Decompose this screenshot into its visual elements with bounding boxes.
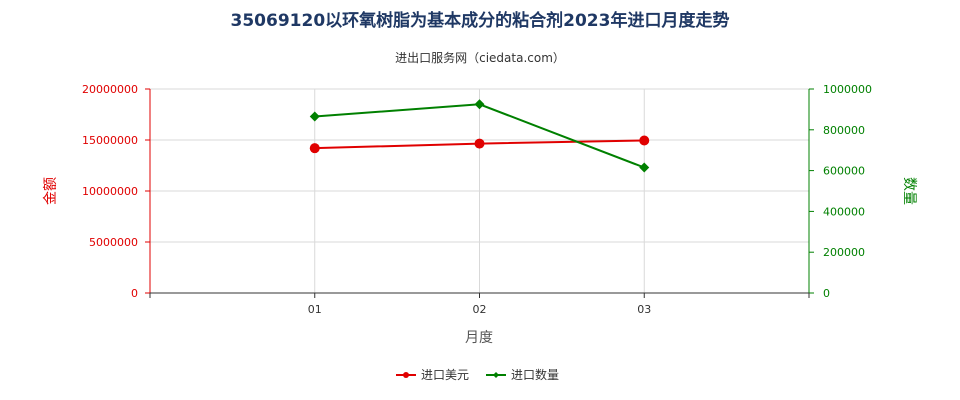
x-tick-label: 02 xyxy=(473,303,487,316)
right-tick-label: 400000 xyxy=(823,205,865,218)
data-point xyxy=(639,135,650,146)
tick-labels: 0 5000000 10000000 15000000 20000000 01 02 03 0 2… xyxy=(82,83,872,316)
x-axis-title: 月度 xyxy=(465,330,493,346)
grid-lines xyxy=(150,88,809,294)
left-axis-title: 金额 xyxy=(43,177,59,205)
right-tick-label: 1000000 xyxy=(823,83,872,96)
x-tick-label: 01 xyxy=(308,303,322,316)
legend-label: 进口美元 xyxy=(421,368,469,382)
legend: 进口美元 进口数量 xyxy=(396,367,559,382)
data-point xyxy=(309,143,320,154)
axes xyxy=(145,88,814,298)
data-point xyxy=(474,138,485,149)
data-point xyxy=(474,99,485,110)
right-tick-label: 600000 xyxy=(823,165,865,178)
legend-marker xyxy=(493,372,499,378)
left-tick-label: 20000000 xyxy=(82,83,138,96)
right-tick-label: 0 xyxy=(823,287,830,300)
data-point xyxy=(309,111,320,122)
right-axis-title: 数量 xyxy=(901,177,917,205)
legend-marker xyxy=(403,372,409,378)
left-tick-label: 15000000 xyxy=(82,134,138,147)
x-tick-label: 03 xyxy=(637,303,651,316)
chart-subtitle: 进出口服务网（ciedata.com） xyxy=(395,50,565,65)
left-tick-label: 5000000 xyxy=(89,236,138,249)
legend-label: 进口数量 xyxy=(511,367,559,382)
left-tick-label: 10000000 xyxy=(82,185,138,198)
right-tick-label: 800000 xyxy=(823,124,865,137)
chart-title: 35069120以环氧树脂为基本成分的粘合剂2023年进口月度走势 xyxy=(231,10,730,31)
left-tick-label: 0 xyxy=(131,287,138,300)
data-point xyxy=(639,162,650,173)
right-tick-label: 200000 xyxy=(823,246,865,259)
series-lines xyxy=(309,99,650,173)
